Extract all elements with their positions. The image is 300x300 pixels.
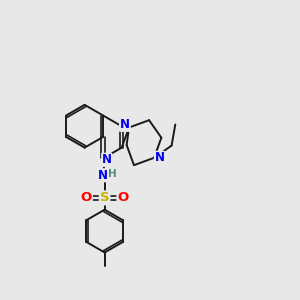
Text: N: N	[102, 153, 112, 166]
Text: N: N	[119, 118, 130, 131]
Text: S: S	[100, 191, 110, 204]
Text: N: N	[154, 151, 164, 164]
Text: H: H	[108, 169, 116, 179]
Text: O: O	[81, 191, 92, 204]
Text: N: N	[120, 118, 130, 131]
Text: N: N	[98, 169, 108, 182]
Text: O: O	[117, 191, 128, 204]
